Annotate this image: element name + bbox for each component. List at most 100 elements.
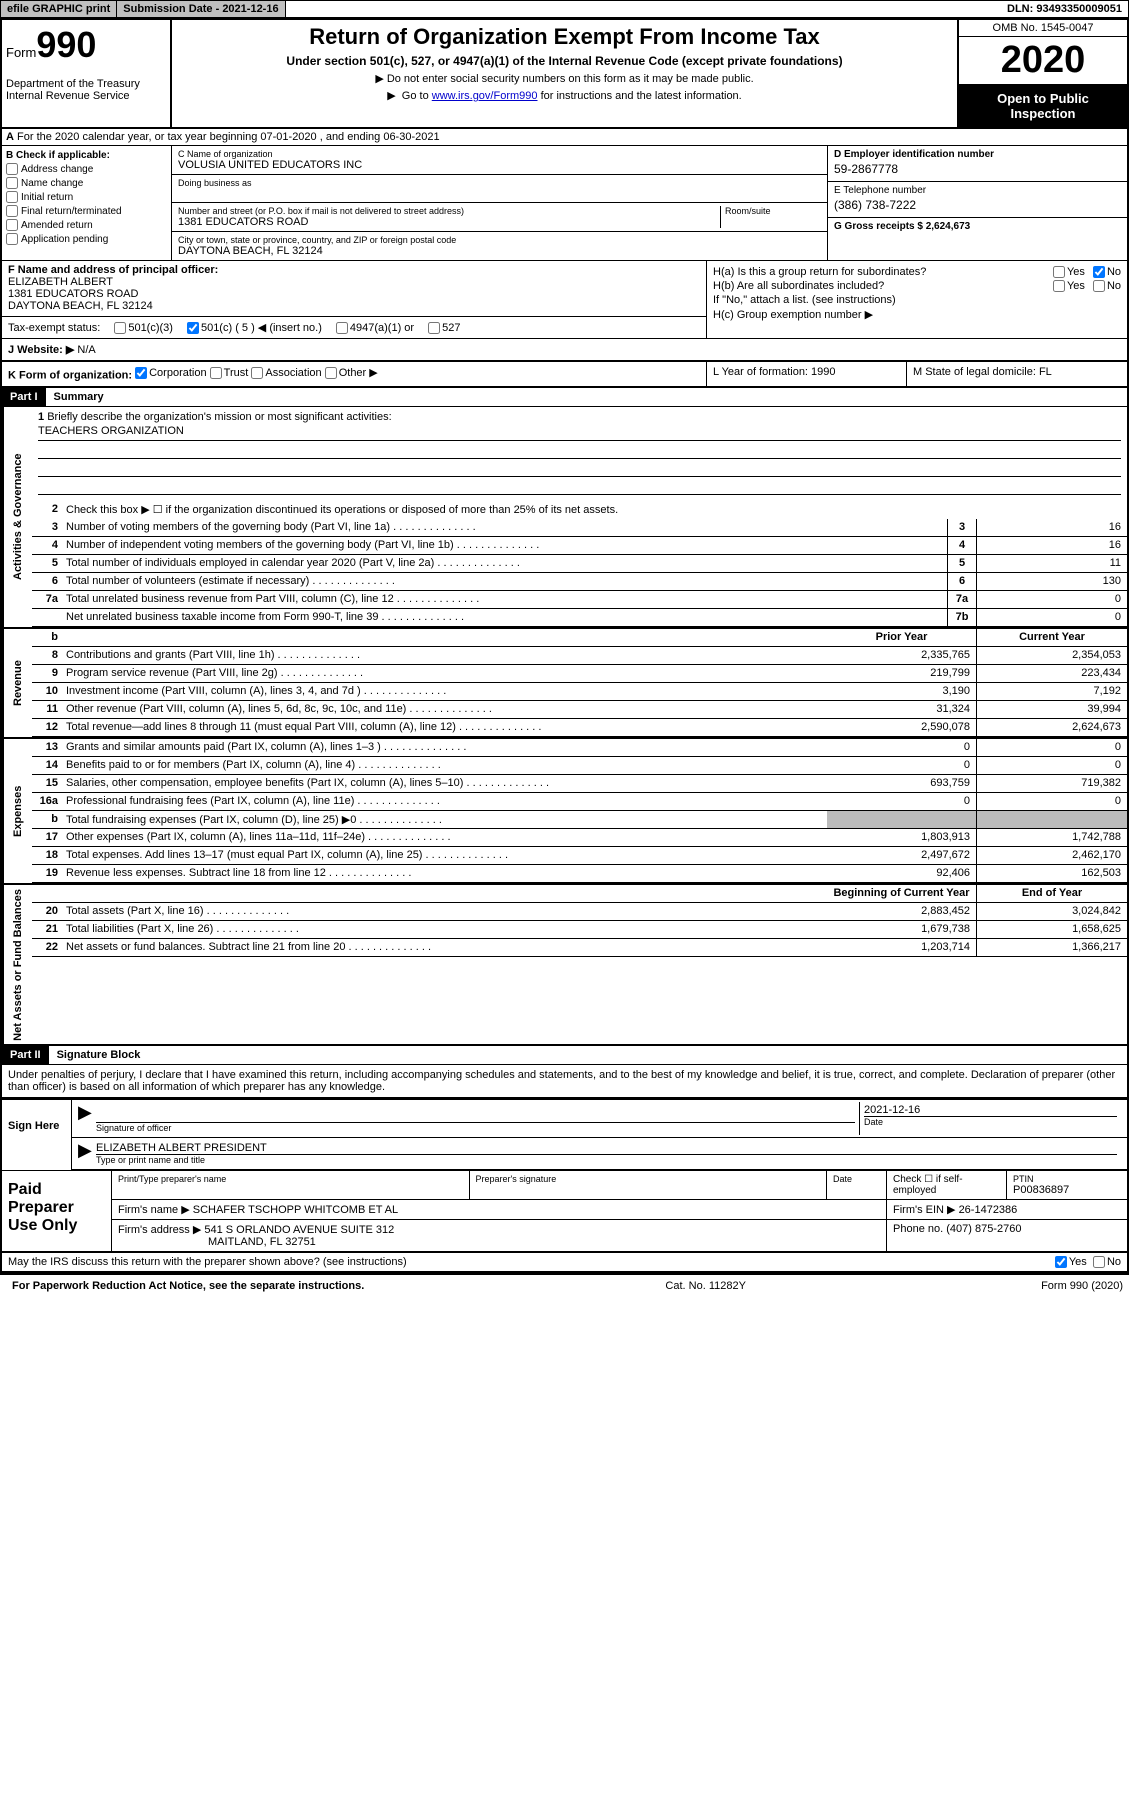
summary-line: 6Total number of volunteers (estimate if… [32, 573, 1127, 591]
sig-officer-label: Signature of officer [96, 1122, 855, 1133]
summary-line: Net unrelated business taxable income fr… [32, 609, 1127, 627]
summary-line: 15Salaries, other compensation, employee… [32, 775, 1127, 793]
summary-line: 8Contributions and grants (Part VIII, li… [32, 647, 1127, 665]
h-b-no[interactable]: No [1093, 280, 1121, 292]
chk-4947[interactable]: 4947(a)(1) or [336, 322, 414, 334]
form-990: Form990 Department of the Treasury Inter… [0, 18, 1129, 1275]
section-f-h: F Name and address of principal officer:… [2, 261, 1127, 339]
prep-date-label: Date [833, 1174, 880, 1184]
activities-governance: Activities & Governance 1 Briefly descri… [2, 407, 1127, 627]
open-to-public: Open to Public Inspection [959, 85, 1127, 127]
discuss-row: May the IRS discuss this return with the… [2, 1253, 1127, 1273]
discuss-text: May the IRS discuss this return with the… [8, 1256, 1055, 1268]
end-year-header: End of Year [977, 885, 1127, 902]
h-b-label: H(b) Are all subordinates included? [713, 280, 1053, 292]
current-year-header: Current Year [977, 629, 1127, 646]
paid-preparer-section: Paid Preparer Use Only Print/Type prepar… [2, 1170, 1127, 1253]
officer-printed-name: ELIZABETH ALBERT PRESIDENT [96, 1142, 1117, 1154]
row-a-tax-year: A For the 2020 calendar year, or tax yea… [2, 129, 1127, 146]
h-a-label: H(a) Is this a group return for subordin… [713, 266, 1053, 278]
dept-treasury: Department of the Treasury Internal Reve… [6, 78, 166, 102]
website-value: N/A [77, 344, 95, 356]
sign-here-label: Sign Here [2, 1100, 72, 1170]
header-left: Form990 Department of the Treasury Inter… [2, 20, 172, 127]
chk-amended[interactable]: Amended return [6, 219, 167, 231]
chk-trust[interactable]: Trust [210, 367, 249, 379]
side-label-net: Net Assets or Fund Balances [2, 885, 32, 1045]
discuss-no[interactable]: No [1093, 1256, 1121, 1268]
dln-number: DLN: 93493350009051 [1001, 1, 1128, 17]
summary-line: 9Program service revenue (Part VIII, lin… [32, 665, 1127, 683]
sig-arrow-icon-2: ▶ [78, 1140, 92, 1167]
summary-line: 16aProfessional fundraising fees (Part I… [32, 793, 1127, 811]
firm-ein-label: Firm's EIN ▶ [893, 1204, 956, 1216]
box-k: K Form of organization: Corporation Trus… [2, 362, 707, 386]
expenses-section: Expenses 13Grants and similar amounts pa… [2, 737, 1127, 883]
chk-other[interactable]: Other ▶ [325, 366, 378, 379]
summary-line: 10Investment income (Part VIII, column (… [32, 683, 1127, 701]
org-name: VOLUSIA UNITED EDUCATORS INC [178, 159, 821, 171]
prep-self-employed: Check ☐ if self-employed [887, 1171, 1007, 1199]
header-middle: Return of Organization Exempt From Incom… [172, 20, 957, 127]
summary-line: 12Total revenue—add lines 8 through 11 (… [32, 719, 1127, 737]
paperwork-notice: For Paperwork Reduction Act Notice, see … [6, 1278, 370, 1294]
tax-year-dates: For the 2020 calendar year, or tax year … [17, 131, 440, 143]
gross-receipts: G Gross receipts $ 2,624,673 [834, 221, 1121, 232]
chk-initial-return[interactable]: Initial return [6, 191, 167, 203]
tax-status-label: Tax-exempt status: [8, 322, 100, 334]
ssn-warning: Do not enter social security numbers on … [182, 72, 947, 85]
chk-name-change[interactable]: Name change [6, 177, 167, 189]
box-l: L Year of formation: 1990 [707, 362, 907, 386]
form-footer: Form 990 (2020) [1041, 1280, 1123, 1292]
officer-name: ELIZABETH ALBERT [8, 276, 700, 288]
ein-label: D Employer identification number [834, 149, 1121, 160]
city-label: City or town, state or province, country… [178, 235, 821, 245]
chk-final-return[interactable]: Final return/terminated [6, 205, 167, 217]
top-bar: efile GRAPHIC print Submission Date - 20… [0, 0, 1129, 18]
chk-501c[interactable]: 501(c) ( 5 ) ◀ (insert no.) [187, 321, 322, 334]
h-a-no[interactable]: No [1093, 266, 1121, 278]
box-f: F Name and address of principal officer:… [2, 261, 707, 338]
summary-line: 5Total number of individuals employed in… [32, 555, 1127, 573]
h-c-label: H(c) Group exemption number ▶ [713, 308, 1121, 321]
summary-line: 18Total expenses. Add lines 13–17 (must … [32, 847, 1127, 865]
part2-header-row: Part II Signature Block [2, 1046, 1127, 1065]
chk-assoc[interactable]: Association [251, 367, 321, 379]
firm-ein: 26-1472386 [959, 1204, 1018, 1216]
website-row: J Website: ▶ N/A [2, 339, 1127, 362]
chk-corp[interactable]: Corporation [135, 367, 206, 379]
k-label: K Form of organization: [8, 370, 132, 382]
header-right: OMB No. 1545-0047 2020 Open to Public In… [957, 20, 1127, 127]
firm-phone: (407) 875-2760 [946, 1223, 1021, 1235]
summary-line: 19Revenue less expenses. Subtract line 1… [32, 865, 1127, 883]
chk-527[interactable]: 527 [428, 322, 460, 334]
mission-text: TEACHERS ORGANIZATION [38, 425, 1121, 441]
part1-title: Summary [46, 388, 112, 406]
side-label-rev: Revenue [2, 629, 32, 737]
cat-no: Cat. No. 11282Y [370, 1280, 1041, 1292]
part2-title: Signature Block [49, 1046, 149, 1064]
officer-label: F Name and address of principal officer: [8, 264, 700, 276]
prior-year-header: Prior Year [827, 629, 977, 646]
paid-preparer-label: Paid Preparer Use Only [2, 1171, 112, 1251]
chk-address-change[interactable]: Address change [6, 163, 167, 175]
h-b-note: If "No," attach a list. (see instruction… [713, 294, 1121, 306]
form-subtitle: Under section 501(c), 527, or 4947(a)(1)… [182, 54, 947, 68]
summary-line: 7aTotal unrelated business revenue from … [32, 591, 1127, 609]
sig-arrow-icon: ▶ [78, 1102, 92, 1135]
form-header: Form990 Department of the Treasury Inter… [2, 20, 1127, 129]
irs-link[interactable]: www.irs.gov/Form990 [432, 90, 538, 102]
firm-addr: 541 S ORLANDO AVENUE SUITE 312 [204, 1224, 394, 1236]
h-a-yes[interactable]: Yes [1053, 266, 1085, 278]
side-label-gov: Activities & Governance [2, 407, 32, 627]
box-m: M State of legal domicile: FL [907, 362, 1127, 386]
efile-print-button[interactable]: efile GRAPHIC print [1, 1, 117, 17]
box-b-label: B Check if applicable: [6, 150, 167, 161]
net-assets-section: Net Assets or Fund Balances Beginning of… [2, 883, 1127, 1047]
h-b-yes[interactable]: Yes [1053, 280, 1085, 292]
discuss-yes[interactable]: Yes [1055, 1256, 1087, 1268]
chk-application[interactable]: Application pending [6, 233, 167, 245]
chk-501c3[interactable]: 501(c)(3) [114, 322, 173, 334]
room-label: Room/suite [725, 206, 821, 216]
summary-line: 22Net assets or fund balances. Subtract … [32, 939, 1127, 957]
